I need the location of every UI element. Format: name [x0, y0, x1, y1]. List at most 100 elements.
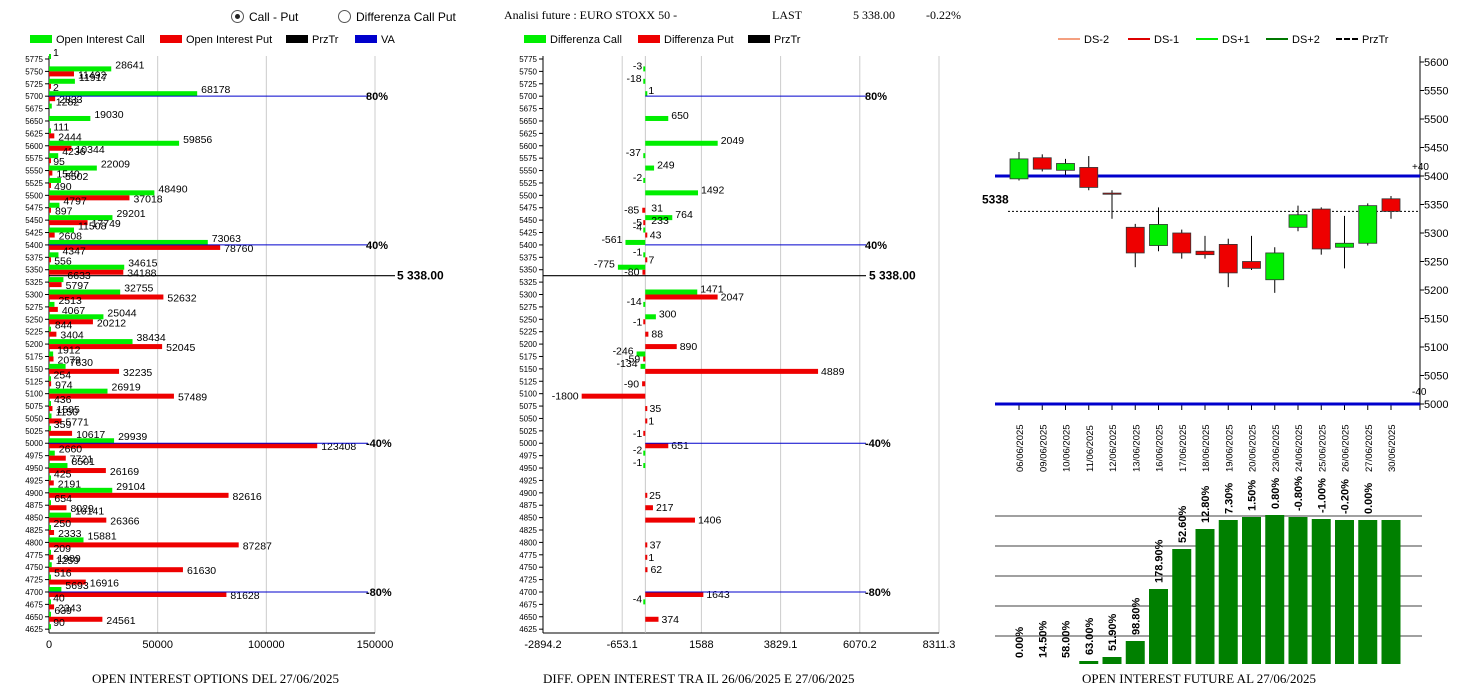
oi-strike-label: 5125 — [25, 377, 43, 386]
diff-strike-label: 4625 — [519, 625, 537, 634]
oi-strike-label: 5100 — [25, 390, 43, 399]
diff-strike-label: 5725 — [519, 80, 537, 89]
oi-call-bar — [49, 525, 51, 531]
oi-call-value-label: 29104 — [116, 481, 145, 493]
diff-put-bar — [645, 616, 659, 622]
candle-date-label: 06/06/2025 — [1015, 424, 1026, 472]
diff-call-bar — [645, 140, 718, 146]
oi-strike-label: 5775 — [25, 55, 43, 64]
diff-strike-label: 5550 — [519, 167, 537, 176]
oi-put-value-label: 11492 — [78, 69, 107, 81]
oi-put-bar — [49, 406, 53, 412]
legend-label: Differenza Call — [550, 34, 622, 46]
oi-put-bar — [49, 567, 183, 573]
oi-call-value-label: 73063 — [212, 233, 241, 245]
oi-put-bar — [49, 220, 88, 226]
diff-put-value-label: 890 — [680, 341, 698, 353]
oi-call-bar — [49, 512, 72, 518]
oi-call-value-label: 4236 — [62, 146, 86, 158]
oif-bar — [1335, 520, 1354, 664]
oi-call-bar — [49, 314, 104, 320]
diff-put-bar — [645, 505, 653, 511]
diff-call-value-label: -2 — [633, 445, 642, 457]
oi-strike-label: 5475 — [25, 204, 43, 213]
diff-call-value-label: 764 — [675, 209, 693, 221]
candle-y-tick-label: 5450 — [1424, 143, 1448, 155]
candle-y-tick-label: 5600 — [1424, 57, 1448, 69]
diff-strike-label: 5275 — [519, 303, 537, 312]
legend-label: Open Interest Call — [56, 34, 145, 46]
oi-strike-label: 4900 — [25, 489, 43, 498]
oi-strike-label: 5500 — [25, 191, 43, 200]
oi-put-value-label: 2608 — [59, 231, 83, 243]
candle-y-tick-label: 5350 — [1424, 200, 1448, 212]
oi-put-bar — [49, 282, 62, 288]
oi-call-value-label: 90 — [53, 617, 65, 629]
diff-strike-label: 5675 — [519, 105, 537, 114]
diff-put-bar — [643, 356, 646, 362]
oi-call-bar — [49, 487, 113, 493]
diff-call-value-label: -37 — [626, 147, 641, 159]
oi-strike-label: 5200 — [25, 340, 43, 349]
oi-call-bar — [49, 128, 51, 134]
diff-put-bar — [642, 269, 646, 275]
oi-strike-label: 4875 — [25, 501, 43, 510]
oi-put-value-label: 78760 — [224, 243, 253, 255]
legend-swatch — [748, 35, 770, 43]
diff-put-value-label: 37 — [650, 539, 662, 551]
legend-swatch — [286, 35, 308, 43]
diff-put-value-label: 651 — [671, 440, 689, 452]
legend-oi-call: Open Interest Call — [30, 34, 145, 46]
oi-put-bar — [49, 96, 56, 102]
diff-va-label: -40% — [865, 438, 891, 450]
radio-differenza[interactable]: Differenza Call Put — [338, 10, 456, 24]
oi-put-value-label: 123408 — [321, 441, 356, 453]
legend-diff-call: Differenza Call — [524, 34, 622, 46]
oi-call-value-label: 1 — [53, 47, 59, 59]
candle-date-label: 13/06/2025 — [1131, 424, 1142, 472]
oi-call-bar — [49, 140, 180, 146]
candle-y-tick-label: 5100 — [1424, 342, 1448, 354]
legend-oi-put: Open Interest Put — [160, 34, 272, 46]
diff-put-bar — [642, 207, 646, 213]
oi-call-value-label: 4347 — [62, 245, 86, 257]
oif-value-label: -0.80% — [1293, 476, 1305, 511]
candle-date-label: 24/06/2025 — [1294, 424, 1305, 472]
oif-value-label: 58.00% — [1061, 620, 1073, 658]
diff-put-bar — [645, 591, 704, 597]
diff-strike-label: 5375 — [519, 253, 537, 262]
oif-value-label: 1.50% — [1247, 480, 1259, 511]
oi-put-bar — [49, 505, 67, 511]
oi-call-value-label: 8501 — [71, 456, 95, 468]
oi-strike-label: 5325 — [25, 278, 43, 287]
candle-y-tick-label: 5050 — [1424, 371, 1448, 383]
diff-put-value-label: 25 — [649, 490, 661, 502]
oi-call-value-label: 19030 — [94, 109, 123, 121]
oi-put-bar — [49, 232, 55, 238]
legend-swatch — [1266, 38, 1288, 40]
oif-value-label: 51.90% — [1107, 613, 1119, 651]
oi-put-value-label: 34188 — [127, 268, 156, 280]
oi-call-value-label: 111 — [53, 121, 69, 133]
candle-body — [1265, 252, 1285, 281]
oi-strike-label: 5000 — [25, 439, 43, 448]
oi-put-bar — [49, 182, 51, 188]
oi-call-bar — [49, 599, 51, 605]
candle-date-label: 11/06/2025 — [1085, 425, 1096, 472]
radio-call-put[interactable]: Call - Put — [231, 10, 298, 24]
diff-put-bar — [645, 331, 649, 337]
legend-swatch — [1336, 38, 1358, 40]
diff-va-label: -80% — [865, 587, 891, 599]
candle-body — [1242, 261, 1261, 269]
oi-strike-label: 4625 — [25, 625, 43, 634]
diff-call-bar — [645, 289, 698, 295]
oi-call-bar — [49, 376, 51, 382]
candle-date-label: 17/06/2025 — [1178, 424, 1189, 472]
diff-call-bar — [643, 252, 646, 258]
diff-strike-label: 4900 — [519, 489, 537, 498]
oi-call-bar — [49, 326, 51, 332]
legend-diff-put: Differenza Put — [638, 34, 734, 46]
diff-call-bar — [643, 463, 646, 469]
diff-call-value-label: -18 — [626, 73, 641, 85]
oi-call-bar — [49, 66, 112, 72]
